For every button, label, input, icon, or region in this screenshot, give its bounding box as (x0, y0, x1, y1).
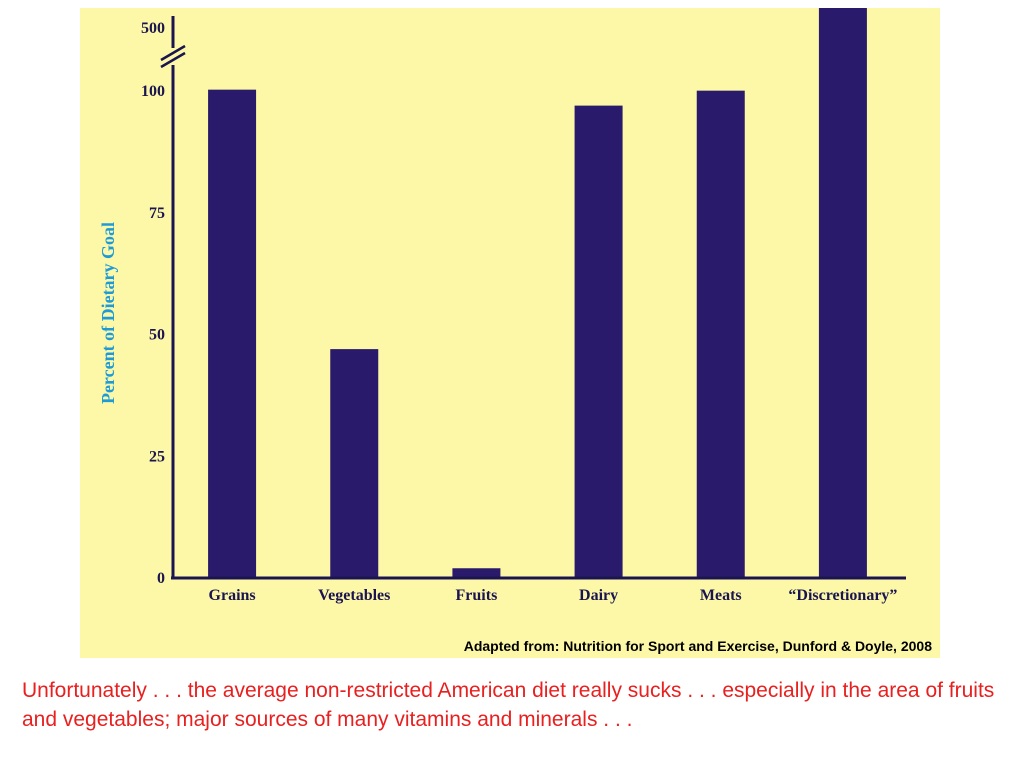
slide-caption: Unfortunately . . . the average non-rest… (22, 679, 995, 731)
bar-4 (696, 90, 745, 578)
y-tick-label: 75 (149, 205, 165, 222)
bar-chart: Grains Vegetables Fruits Dairy Meats “Discret… (98, 8, 906, 604)
axis-break-mark (160, 44, 186, 62)
y-axis-title: Percent of Dietary Goal (98, 222, 118, 404)
bar-3 (574, 105, 623, 579)
axis-break-mark (160, 51, 186, 69)
bar-1 (330, 349, 379, 578)
x-tick-label: Meats (700, 587, 742, 604)
x-tick-label: Vegetables (318, 587, 390, 604)
y-tick-label: 100 (141, 83, 165, 100)
source-note: Adapted from: Nutrition for Sport and Ex… (463, 638, 932, 654)
y-tick-label: 500 (141, 20, 165, 37)
x-tick-label: Fruits (456, 587, 498, 604)
y-tick-label: 50 (149, 327, 165, 344)
bar-2 (452, 568, 501, 578)
x-tick-label: Grains (209, 587, 256, 604)
x-tick-label: Dairy (579, 587, 618, 604)
y-tick-label: 0 (157, 570, 165, 587)
x-tick-label: “Discretionary” (788, 587, 897, 604)
chart-panel: Grains Vegetables Fruits Dairy Meats “Discret… (80, 8, 940, 658)
bar-0 (208, 89, 257, 578)
bar-5 (818, 8, 867, 578)
y-tick-label: 25 (149, 448, 165, 465)
